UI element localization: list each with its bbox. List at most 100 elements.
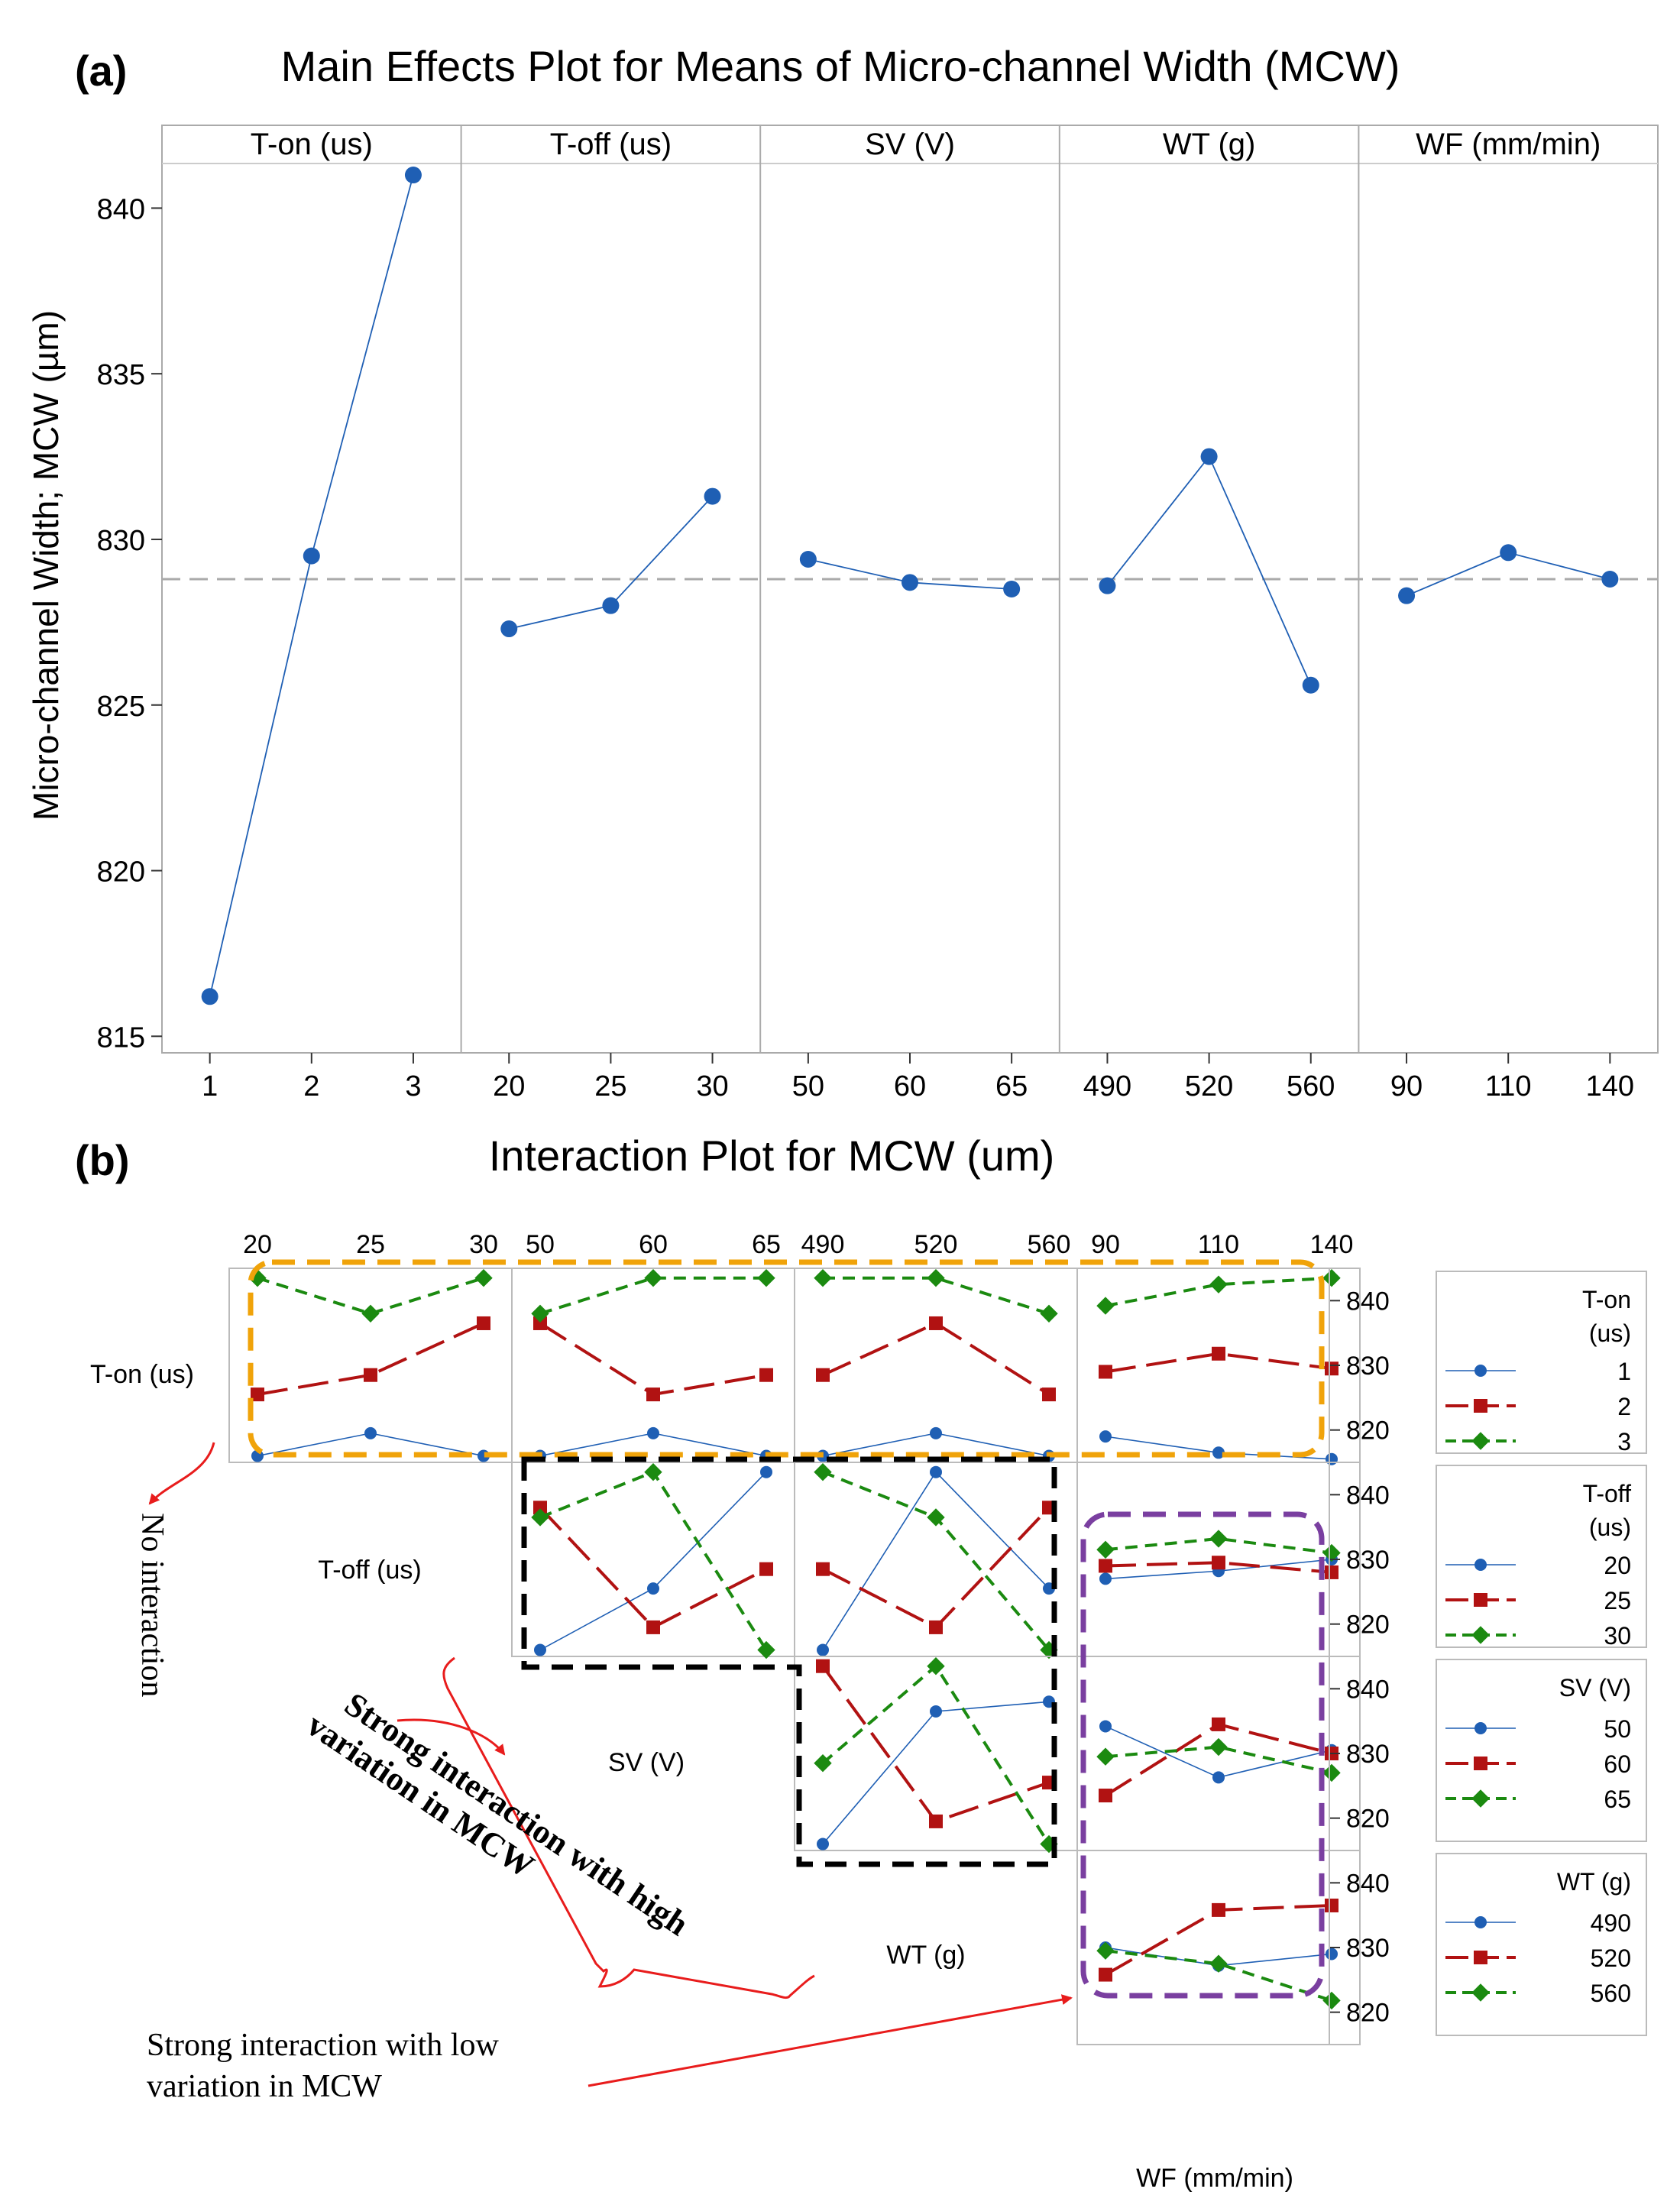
main-x-tick-label: 140 xyxy=(1586,1070,1634,1102)
legend-level-label: 1 xyxy=(1617,1358,1631,1385)
interaction-point xyxy=(1326,1948,1338,1961)
main-y-tick-label: 820 xyxy=(97,856,145,889)
interaction-point xyxy=(1212,1771,1225,1784)
main-effect-point xyxy=(602,597,620,614)
main-x-tick-label: 110 xyxy=(1485,1070,1532,1102)
main-x-tick-label: 2 xyxy=(303,1070,319,1102)
main-effect-point xyxy=(704,487,721,505)
main-effect-point xyxy=(201,988,218,1005)
interaction-point xyxy=(1209,1954,1228,1973)
interaction-panel: (b) Interaction Plot for MCW (um) 20 25 30… xyxy=(75,1132,1647,2193)
interaction-point xyxy=(816,1368,830,1382)
interaction-point xyxy=(1096,1941,1115,1960)
interaction-point xyxy=(647,1582,659,1595)
legend-level-label: 50 xyxy=(1604,1715,1631,1743)
legend-marker xyxy=(1474,1365,1487,1377)
main-factor-header: T-off (us) xyxy=(550,128,672,161)
main-factor-header: WF (mm/min) xyxy=(1416,128,1601,161)
interaction-point xyxy=(644,1463,662,1481)
no-interaction-note: No interaction xyxy=(134,1513,170,1697)
low-interaction-arrow xyxy=(588,1994,1073,2087)
legend-level-label: 490 xyxy=(1591,1909,1631,1937)
interaction-point xyxy=(1325,1362,1338,1376)
legend-level-label: 560 xyxy=(1591,1980,1631,2007)
panel-a-label: (a) xyxy=(75,47,127,95)
panel-b-label: (b) xyxy=(75,1136,130,1184)
interaction-point xyxy=(364,1368,377,1382)
interaction-series-line xyxy=(1105,1745,1332,1775)
interaction-point xyxy=(927,1508,945,1527)
interaction-point xyxy=(533,1316,547,1330)
interaction-point xyxy=(533,1501,547,1515)
interaction-point xyxy=(1212,1346,1225,1361)
interaction-top-tick-label: 25 xyxy=(356,1230,385,1259)
main-effect-point xyxy=(1003,581,1021,597)
interaction-series-line xyxy=(257,1322,484,1397)
main-effect-point xyxy=(1601,570,1619,588)
low-interaction-note-1: Strong interaction with low xyxy=(147,2028,499,2063)
high-interaction-note: Strong interaction with high variation i… xyxy=(300,1674,702,1980)
interaction-point xyxy=(757,1640,775,1659)
legend-title: (us) xyxy=(1589,1319,1631,1347)
interaction-point xyxy=(647,1426,659,1439)
interaction-point xyxy=(1099,1572,1112,1585)
legend-box xyxy=(1436,1853,1647,2036)
main-y-tick-label: 825 xyxy=(97,691,145,723)
interaction-y-tick-label: 840 xyxy=(1346,1481,1390,1510)
interaction-series-line xyxy=(539,1322,767,1397)
main-x-tick-label: 560 xyxy=(1287,1070,1335,1102)
high-interaction-arrow xyxy=(397,1718,506,1756)
low-interaction-note-2: variation in MCW xyxy=(147,2069,382,2104)
legend-marker xyxy=(1474,1559,1487,1571)
main-x-tick-label: 520 xyxy=(1185,1070,1233,1102)
interaction-point xyxy=(1096,1540,1115,1559)
interaction-top-tick-label: 50 xyxy=(526,1230,555,1259)
main-y-tick-label: 840 xyxy=(97,193,145,225)
interaction-top-tick-label: 90 xyxy=(1091,1230,1120,1259)
main-y-tick-label: 830 xyxy=(97,525,145,557)
legend-marker xyxy=(1471,1789,1490,1808)
interaction-top-tick-label: 560 xyxy=(1028,1230,1071,1259)
interaction-point xyxy=(927,1657,945,1676)
interaction-series-line xyxy=(1105,1536,1332,1555)
interaction-point xyxy=(1040,1304,1058,1323)
interaction-point xyxy=(361,1304,380,1323)
interaction-point xyxy=(929,1620,943,1634)
interaction-point xyxy=(1096,1747,1115,1766)
legend-title: T-off xyxy=(1583,1480,1632,1507)
interaction-point xyxy=(644,1269,662,1287)
interaction-y-tick-label: 820 xyxy=(1346,1999,1390,2028)
interaction-top-tick-label: 20 xyxy=(243,1230,272,1259)
interaction-point xyxy=(477,1316,490,1330)
main-effect-point xyxy=(902,574,918,591)
interaction-series-line xyxy=(1105,1276,1332,1308)
main-effect-point xyxy=(1398,587,1416,604)
high-interaction-box xyxy=(521,1456,1057,1867)
low-interaction-box xyxy=(1080,1511,1325,1999)
interaction-point xyxy=(927,1269,945,1287)
main-y-tick-label: 815 xyxy=(97,1022,145,1054)
legend-level-label: 520 xyxy=(1591,1944,1631,1972)
interaction-point xyxy=(814,1463,832,1481)
interaction-point xyxy=(930,1426,942,1439)
main-effect-point xyxy=(500,620,518,638)
legend-level-label: 60 xyxy=(1604,1750,1631,1778)
legend-box xyxy=(1436,1659,1647,1842)
interaction-point xyxy=(757,1269,775,1287)
interaction-point xyxy=(1099,1789,1112,1803)
interaction-top-tick-label: 60 xyxy=(639,1230,668,1259)
interaction-point xyxy=(817,1838,829,1850)
interaction-point xyxy=(1099,1365,1112,1379)
interaction-point xyxy=(1322,1543,1341,1562)
main-effect-point xyxy=(799,550,817,568)
legend-title: SV (V) xyxy=(1559,1674,1631,1702)
interaction-y-tick-label: 820 xyxy=(1346,1417,1390,1446)
main-x-tick-label: 25 xyxy=(594,1070,626,1102)
interaction-point xyxy=(814,1269,832,1287)
interaction-top-tick-label: 30 xyxy=(469,1230,498,1259)
interaction-point xyxy=(1212,1446,1225,1459)
interaction-point xyxy=(816,1562,830,1576)
interaction-y-tick-label: 820 xyxy=(1346,1611,1390,1640)
interaction-y-tick-label: 830 xyxy=(1346,1352,1390,1381)
